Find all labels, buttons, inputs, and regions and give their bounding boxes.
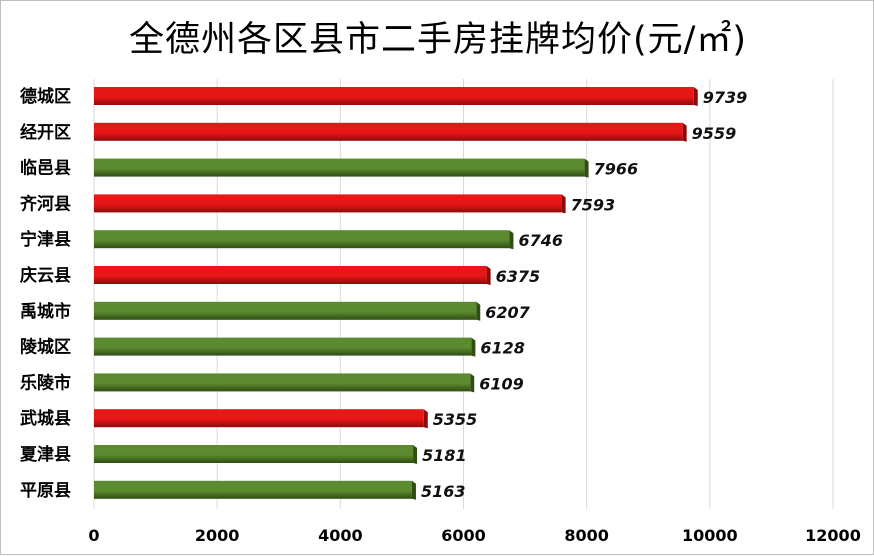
data-label: 6375 <box>496 267 541 286</box>
bar-cap <box>470 373 475 393</box>
x-tick-label: 0 <box>88 526 99 545</box>
data-label: 5181 <box>422 446 467 465</box>
bar <box>94 445 414 463</box>
bar-cap <box>682 122 687 142</box>
bar-cap <box>693 87 698 106</box>
bar <box>94 266 487 284</box>
bar <box>94 373 471 392</box>
data-label: 7966 <box>594 160 639 179</box>
category-label: 德城区 <box>20 86 71 107</box>
data-label: 6207 <box>485 303 530 322</box>
category-label: 庆云县 <box>20 265 71 286</box>
bar <box>94 480 412 499</box>
bar-cap <box>413 445 418 464</box>
chart-title: 全德州各区县市二手房挂牌均价(元/㎡) <box>128 20 748 60</box>
bar <box>94 158 585 177</box>
category-label: 武城县 <box>20 408 71 429</box>
x-axis-ticks: 0 2000 4000 6000 8000 10000 12000 <box>88 526 860 545</box>
bar <box>94 87 694 105</box>
bar <box>94 301 477 320</box>
bar-cap <box>584 158 589 178</box>
data-label: 5355 <box>433 410 478 429</box>
x-tick-label: 2000 <box>195 526 240 545</box>
bar <box>94 194 562 213</box>
data-label: 6109 <box>479 374 524 393</box>
category-label: 陵城区 <box>20 337 71 358</box>
x-tick-label: 12000 <box>805 526 861 545</box>
value-labels: 9739 9559 7966 7593 6746 6375 6207 6128 61095355… <box>421 88 747 501</box>
data-label: 5163 <box>421 482 466 501</box>
bar-cap <box>486 266 491 285</box>
category-label: 乐陵市 <box>20 372 71 393</box>
category-label: 经开区 <box>20 122 71 143</box>
bars <box>94 87 698 500</box>
bar <box>94 409 424 428</box>
data-label: 9559 <box>692 124 737 143</box>
category-label: 宁津县 <box>20 229 71 250</box>
data-label: 6128 <box>480 339 525 358</box>
category-label: 平原县 <box>20 481 71 501</box>
bar-cap <box>411 480 416 500</box>
category-label: 临邑县 <box>20 158 71 179</box>
data-label: 9739 <box>703 88 748 107</box>
bar-cap <box>509 230 514 250</box>
bar <box>94 230 510 249</box>
data-label: 6746 <box>518 231 563 250</box>
bar-cap <box>561 194 566 214</box>
bar <box>94 337 472 356</box>
x-tick-label: 10000 <box>682 526 738 545</box>
x-tick-label: 4000 <box>318 526 363 545</box>
grid-lines <box>93 79 834 509</box>
bar-cap <box>423 409 428 429</box>
bar-cap <box>476 301 481 321</box>
x-tick-label: 8000 <box>564 526 609 545</box>
bar <box>94 122 683 141</box>
category-label: 禹城市 <box>20 301 71 322</box>
category-label: 齐河县 <box>20 193 71 214</box>
x-tick-label: 6000 <box>441 526 486 545</box>
bar-cap <box>471 337 476 357</box>
category-label: 夏津县 <box>20 444 71 465</box>
data-label: 7593 <box>571 195 616 214</box>
